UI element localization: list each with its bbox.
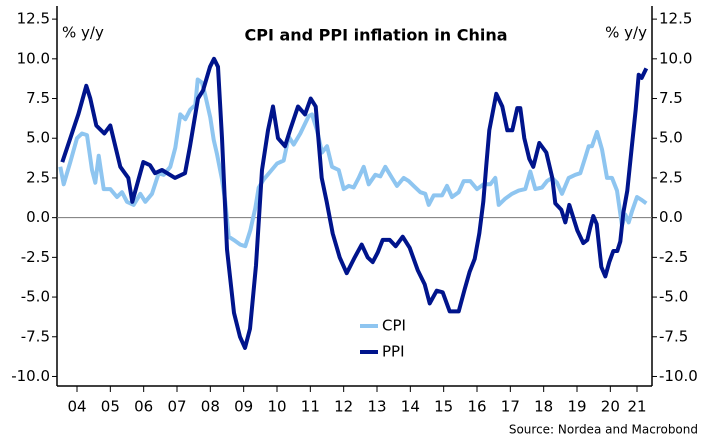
x-tick-label: 08	[201, 398, 220, 416]
source-note: Source: Nordea and Macrobond	[509, 423, 698, 437]
series-line	[60, 56, 649, 350]
y-tick-label: 12.5	[17, 10, 50, 28]
y-tick-label: -5.0	[21, 288, 50, 306]
legend-label: PPI	[382, 343, 405, 361]
x-tick-label: 12	[334, 398, 353, 416]
x-tick-label: 14	[401, 398, 420, 416]
y-tick-label: -7.5	[21, 327, 50, 345]
x-tick-label: 07	[167, 398, 186, 416]
x-tick-label: 09	[234, 398, 253, 416]
chart-title: CPI and PPI inflation in China	[244, 26, 507, 45]
y-axis-label: % y/y	[62, 24, 104, 42]
x-tick-label: 10	[267, 398, 286, 416]
x-tick-label: 17	[501, 398, 520, 416]
y2-tick-label: -2.5	[659, 248, 688, 266]
y-tick-label: -10.0	[11, 367, 50, 385]
x-tick-label: 16	[467, 398, 486, 416]
y-tick-label: 7.5	[26, 89, 50, 107]
x-tick-label: 11	[301, 398, 320, 416]
legend-label: CPI	[382, 317, 406, 335]
y2-axis-label: % y/y	[605, 24, 647, 42]
y-tick-label: 5.0	[26, 129, 50, 147]
y2-tick-label: -5.0	[659, 288, 688, 306]
y-tick-label: 2.5	[26, 168, 50, 186]
y2-tick-label: 10.0	[659, 49, 692, 67]
x-tick-label: 04	[67, 398, 86, 416]
x-tick-label: 13	[367, 398, 386, 416]
y-tick-label: 0.0	[26, 208, 50, 226]
y-tick-label: 10.0	[17, 49, 50, 67]
x-tick-label: 18	[534, 398, 553, 416]
y2-tick-label: 0.0	[659, 208, 683, 226]
y-tick-label: -2.5	[21, 248, 50, 266]
x-tick-label: 19	[567, 398, 586, 416]
x-tick-label: 15	[434, 398, 453, 416]
y2-tick-label: 7.5	[659, 89, 683, 107]
x-tick-label: 05	[101, 398, 120, 416]
series-line	[58, 77, 648, 249]
y2-tick-label: 5.0	[659, 129, 683, 147]
y2-tick-label: 12.5	[659, 10, 692, 28]
x-tick-label: 20	[601, 398, 620, 416]
x-tick-label: 06	[134, 398, 153, 416]
x-tick-label: 21	[627, 398, 646, 416]
y2-tick-label: -10.0	[659, 367, 698, 385]
y2-tick-label: -7.5	[659, 327, 688, 345]
y2-tick-label: 2.5	[659, 168, 683, 186]
